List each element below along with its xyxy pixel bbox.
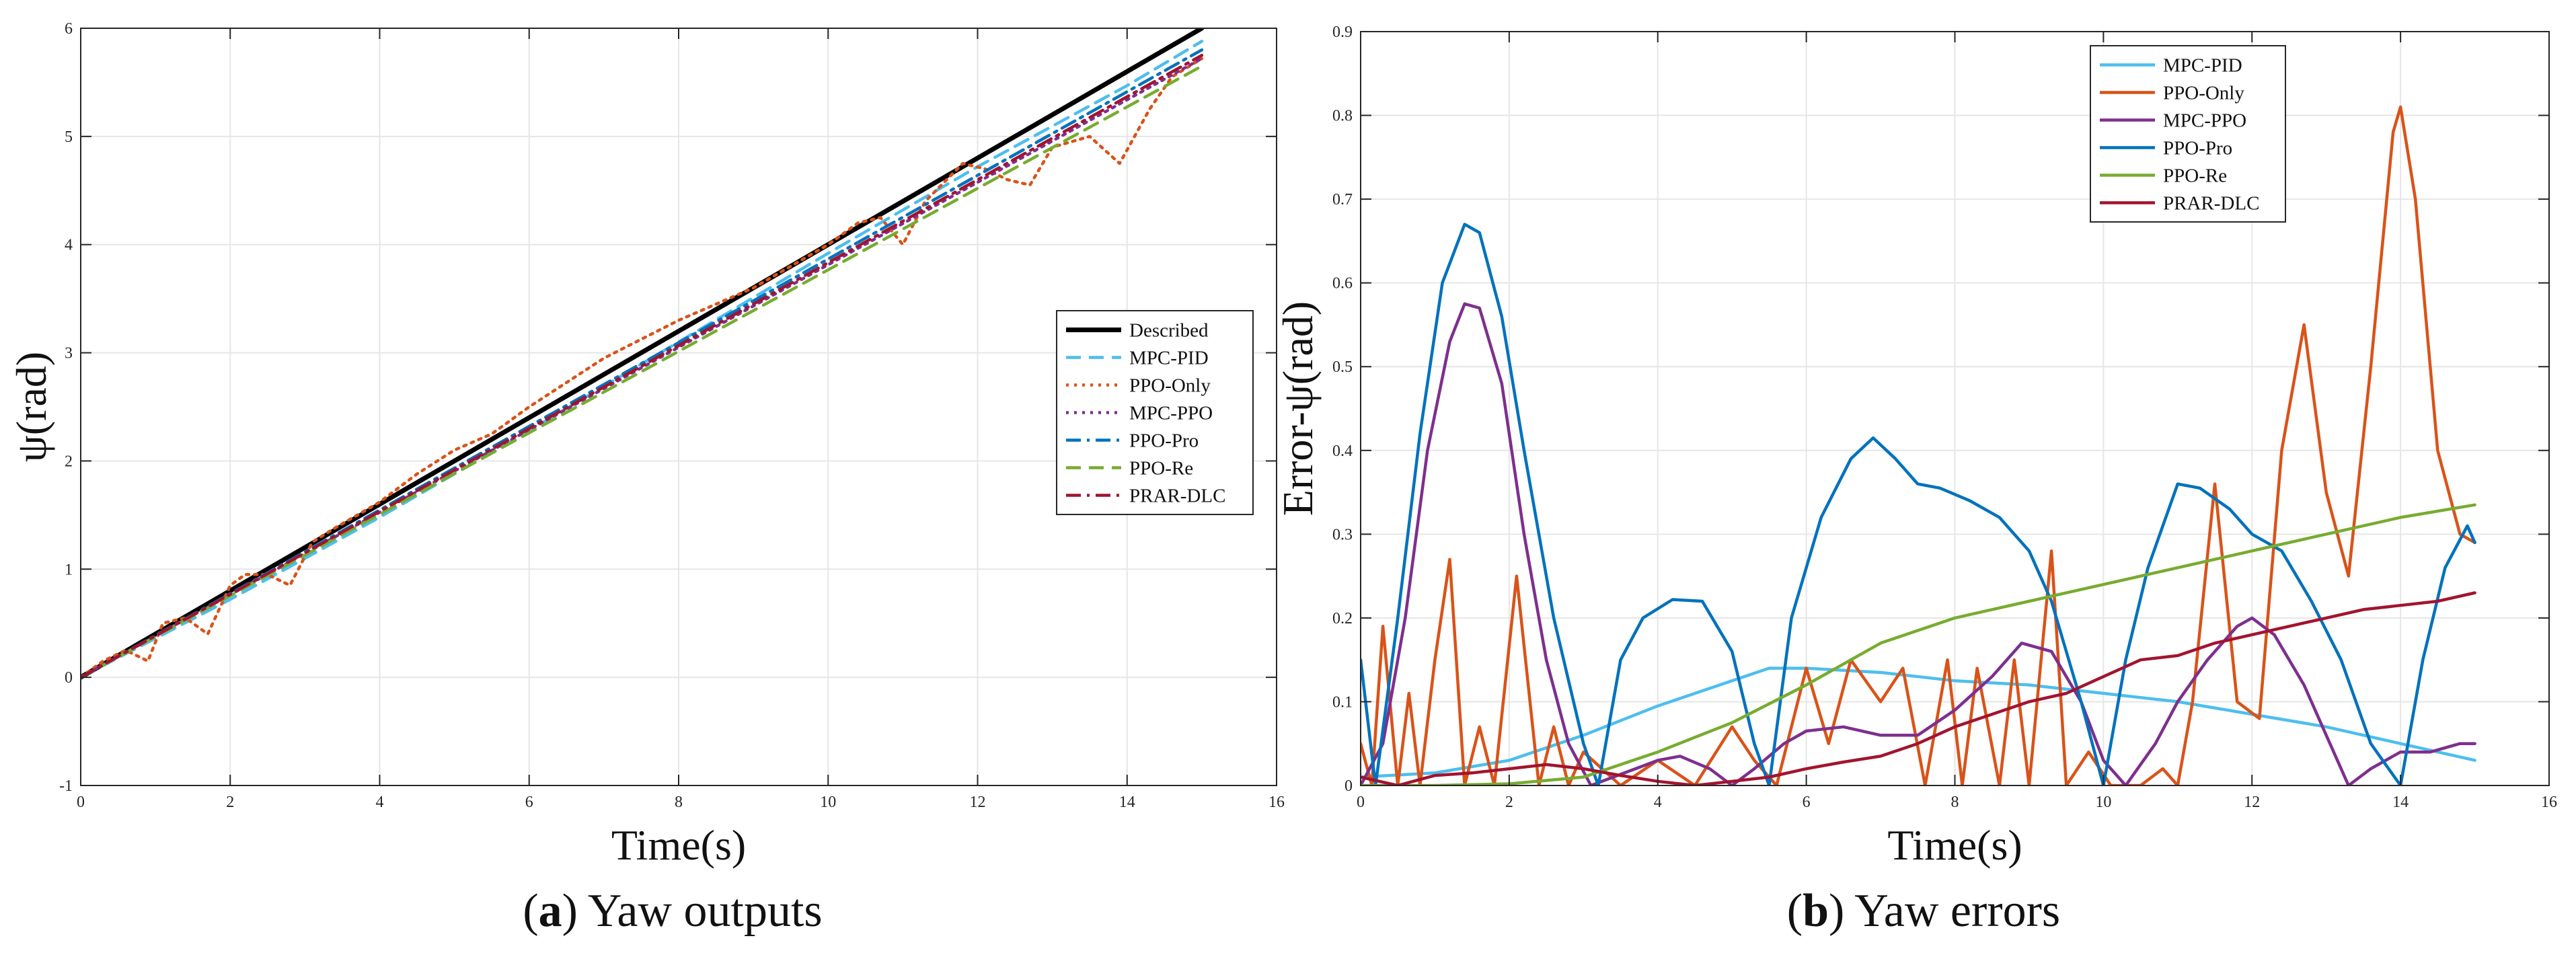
x-tick-label: 12 — [2244, 794, 2260, 811]
caption-text-b: Yaw errors — [1854, 885, 2061, 937]
x-tick-label: 4 — [376, 794, 384, 811]
y-tick-label: 0 — [65, 669, 73, 687]
caption-letter-b: b — [1803, 885, 1829, 937]
x-tick-label: 2 — [226, 794, 234, 811]
series-line-ppo-only — [81, 56, 1204, 679]
x-tick-label: 10 — [820, 794, 836, 811]
x-tick-label: 0 — [1357, 794, 1365, 811]
x-tick-label: 8 — [1951, 794, 1959, 811]
legend: MPC-PID PPO-Only MPC-PPO PPO-Pro PPO-Re PRAR-… — [2090, 45, 2286, 223]
x-tick-label: 14 — [2392, 794, 2409, 811]
series-line-mpc-ppo — [1361, 302, 2476, 785]
y-axis-label: Error-ψ(rad) — [1274, 301, 1322, 516]
caption-letter-a: a — [538, 885, 562, 937]
legend-label-ppo-pro: PPO-Pro — [1129, 430, 1199, 452]
legend-label-described: Described — [1129, 320, 1209, 342]
legend-label-ppo-re: PPO-Re — [2163, 165, 2227, 187]
y-tick-label: 4 — [65, 237, 73, 254]
x-tick-label: 6 — [1803, 794, 1811, 811]
y-tick-label: 0 — [1344, 777, 1353, 795]
y-tick-label: 0.5 — [1332, 358, 1353, 376]
x-tick-label: 16 — [1268, 794, 1285, 811]
caption-text-a: Yaw outputs — [587, 885, 823, 937]
y-tick-label: 0.7 — [1332, 191, 1353, 208]
legend-label-mpc-pid: MPC-PID — [2163, 55, 2242, 77]
y-tick-label: 0.9 — [1332, 24, 1353, 41]
x-tick-label: 2 — [1505, 794, 1513, 811]
y-tick-label: 3 — [65, 345, 73, 362]
y-tick-label: -1 — [59, 777, 73, 795]
x-axis-label: Time(s) — [1887, 821, 2022, 869]
chart-yaw-outputs: 0 2 4 6 8 10 12 14 16-10123456Time(s)ψ(rad)Descr… — [7, 20, 1285, 869]
x-tick-label: 8 — [675, 794, 683, 811]
y-tick-label: 0.8 — [1332, 108, 1353, 125]
y-tick-label: 0.2 — [1332, 610, 1353, 627]
legend-label-mpc-ppo: MPC-PPO — [2163, 110, 2246, 132]
y-tick-label: 0.6 — [1332, 275, 1353, 293]
caption-yaw-errors: (b) Yaw errors — [1786, 885, 2061, 937]
legend-label-prar-dlc: PRAR-DLC — [2163, 193, 2259, 215]
legend-label-ppo-only: PPO-Only — [2163, 83, 2244, 104]
legend-box — [1056, 310, 1254, 515]
x-axis-label: Time(s) — [611, 821, 746, 869]
x-tick-label: 12 — [970, 794, 986, 811]
legend-label-ppo-only: PPO-Only — [1129, 375, 1211, 397]
legend: Described MPC-PID PPO-Only MPC-PPO PPO-Pro PP… — [1056, 310, 1254, 515]
y-tick-label: 6 — [65, 20, 73, 38]
series-group — [81, 28, 1205, 680]
y-tick-label: 0.1 — [1332, 693, 1353, 711]
series-line-prar-dlc — [81, 53, 1204, 679]
series-group — [1361, 105, 2476, 785]
y-tick-label: 2 — [65, 453, 73, 470]
x-tick-label: 6 — [525, 794, 533, 811]
chart-yaw-errors: 0 2 4 6 8 10 12 14 16 0 0.1 0.2 0.3 0.4 0.5 0.6 0.7 0.8 0.… — [1274, 24, 2557, 869]
x-tick-label: 0 — [77, 794, 85, 811]
x-tick-label: 16 — [2541, 794, 2557, 811]
y-tick-label: 0.4 — [1332, 443, 1353, 460]
series-line-ppo-re — [1361, 503, 2476, 785]
series-line-described — [81, 28, 1205, 680]
x-tick-label: 10 — [2095, 794, 2111, 811]
legend-box — [2090, 45, 2286, 223]
legend-label-prar-dlc: PRAR-DLC — [1129, 486, 1225, 507]
y-tick-label: 1 — [65, 561, 73, 578]
legend-label-mpc-pid: MPC-PID — [1129, 348, 1209, 369]
caption-yaw-outputs: (a) Yaw outputs — [523, 885, 823, 937]
y-tick-label: 5 — [65, 128, 73, 146]
x-tick-label: 4 — [1654, 794, 1662, 811]
legend-label-mpc-ppo: MPC-PPO — [1129, 403, 1213, 424]
series-line-ppo-pro — [1361, 223, 2476, 785]
legend-label-ppo-re: PPO-Re — [1129, 458, 1193, 480]
series-line-prar-dlc — [1361, 591, 2476, 785]
x-tick-label: 14 — [1119, 794, 1135, 811]
y-axis-label: ψ(rad) — [7, 352, 55, 462]
legend-label-ppo-pro: PPO-Pro — [2163, 138, 2232, 159]
series-line-ppo-re — [81, 65, 1204, 679]
y-tick-label: 0.3 — [1332, 526, 1353, 543]
